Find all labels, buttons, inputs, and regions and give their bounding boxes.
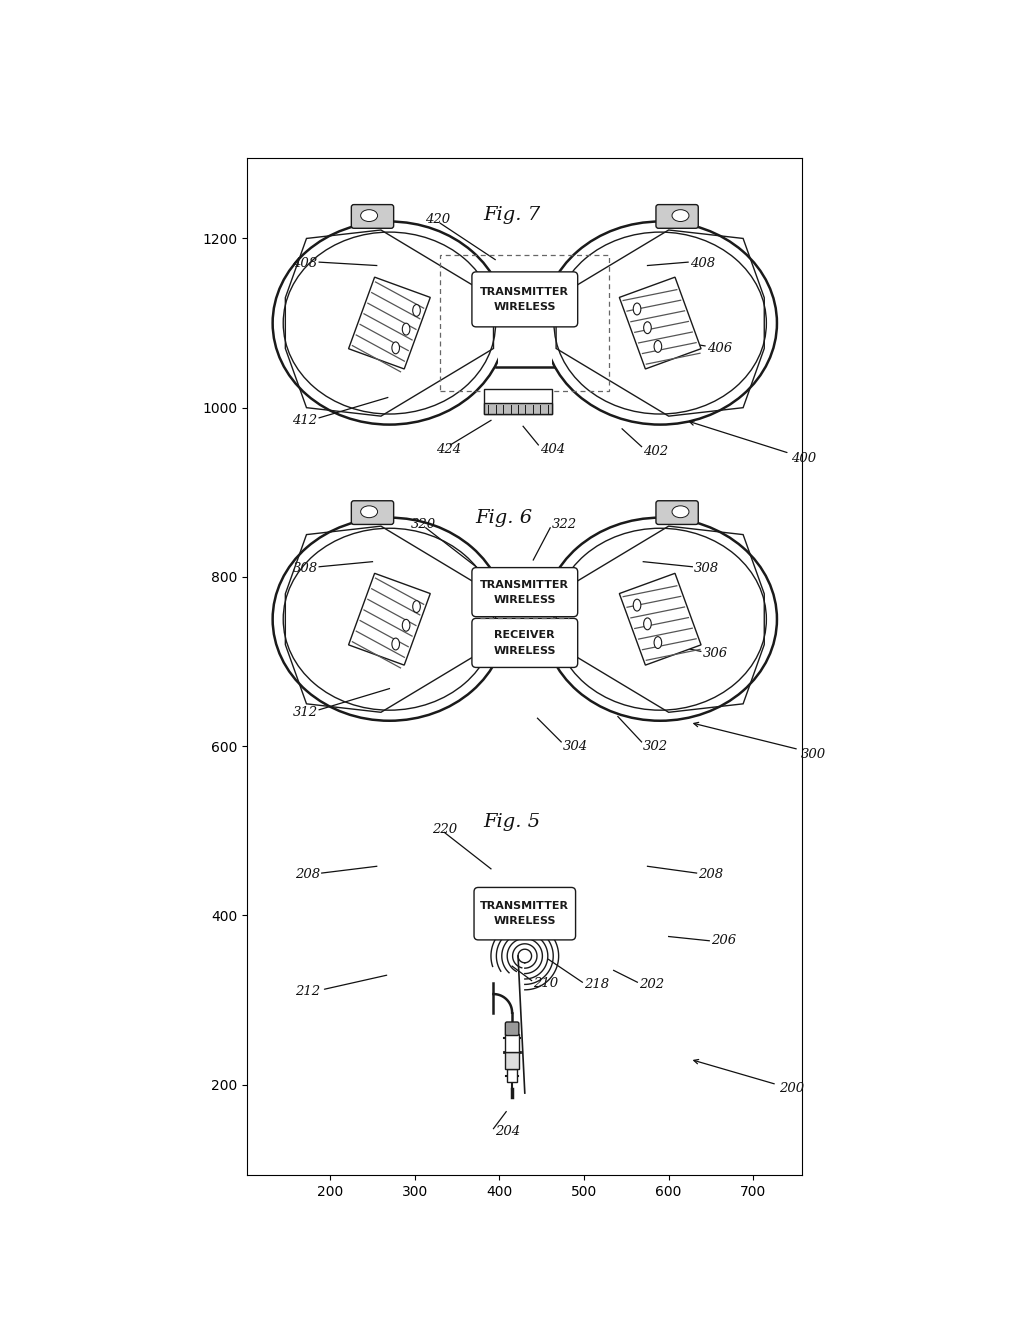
Text: 204: 204: [496, 1125, 520, 1138]
Text: TRANSMITTER: TRANSMITTER: [480, 286, 569, 297]
FancyBboxPatch shape: [351, 205, 393, 228]
Text: 302: 302: [643, 739, 669, 752]
Ellipse shape: [654, 636, 662, 648]
Text: 210: 210: [534, 977, 558, 990]
Text: 220: 220: [432, 822, 457, 836]
Text: WIRELESS: WIRELESS: [494, 645, 556, 656]
FancyBboxPatch shape: [472, 568, 578, 616]
Text: 420: 420: [425, 214, 451, 226]
Ellipse shape: [633, 304, 641, 315]
Text: 306: 306: [702, 647, 728, 660]
Text: 320: 320: [411, 517, 435, 531]
Text: 312: 312: [293, 706, 317, 719]
Text: 202: 202: [639, 978, 665, 991]
Text: 300: 300: [801, 748, 825, 762]
Ellipse shape: [544, 517, 777, 721]
Text: 406: 406: [707, 342, 732, 355]
Text: WIRELESS: WIRELESS: [494, 302, 556, 312]
Ellipse shape: [272, 517, 506, 721]
FancyBboxPatch shape: [505, 1022, 519, 1035]
Text: 412: 412: [293, 414, 317, 426]
Text: 218: 218: [584, 978, 609, 991]
Text: 208: 208: [295, 869, 321, 882]
Text: WIRELESS: WIRELESS: [494, 916, 556, 927]
Ellipse shape: [644, 618, 651, 630]
Ellipse shape: [272, 222, 506, 425]
FancyBboxPatch shape: [484, 403, 552, 414]
FancyBboxPatch shape: [498, 279, 552, 367]
Ellipse shape: [392, 638, 399, 649]
Text: 308: 308: [694, 562, 719, 576]
Text: 206: 206: [711, 935, 736, 948]
Text: RECEIVER: RECEIVER: [495, 630, 555, 640]
FancyBboxPatch shape: [498, 576, 552, 663]
FancyBboxPatch shape: [348, 277, 430, 370]
FancyBboxPatch shape: [620, 573, 701, 665]
Ellipse shape: [544, 222, 777, 425]
Text: 308: 308: [293, 562, 317, 576]
Text: 400: 400: [792, 451, 816, 465]
Text: 304: 304: [563, 739, 588, 752]
FancyBboxPatch shape: [472, 618, 578, 668]
Ellipse shape: [392, 342, 399, 354]
Text: Fig. 7: Fig. 7: [483, 206, 541, 224]
Ellipse shape: [413, 305, 420, 317]
FancyBboxPatch shape: [620, 277, 701, 370]
Text: 424: 424: [436, 444, 461, 457]
Text: TRANSMITTER: TRANSMITTER: [480, 902, 569, 911]
FancyBboxPatch shape: [656, 205, 698, 228]
FancyBboxPatch shape: [505, 1034, 519, 1052]
FancyBboxPatch shape: [505, 1052, 519, 1069]
Ellipse shape: [633, 599, 641, 611]
Text: 322: 322: [552, 517, 577, 531]
Ellipse shape: [672, 506, 689, 517]
Ellipse shape: [644, 322, 651, 334]
Ellipse shape: [360, 506, 378, 517]
Ellipse shape: [413, 601, 420, 612]
FancyBboxPatch shape: [351, 500, 393, 524]
Ellipse shape: [654, 341, 662, 352]
Ellipse shape: [402, 323, 410, 335]
FancyBboxPatch shape: [484, 389, 552, 414]
Text: TRANSMITTER: TRANSMITTER: [480, 579, 569, 590]
Text: 408: 408: [690, 257, 715, 271]
Ellipse shape: [672, 210, 689, 222]
Text: WIRELESS: WIRELESS: [494, 595, 556, 605]
FancyBboxPatch shape: [474, 887, 575, 940]
Ellipse shape: [360, 210, 378, 222]
Text: 212: 212: [295, 985, 321, 998]
FancyBboxPatch shape: [348, 573, 430, 665]
Text: 200: 200: [778, 1082, 804, 1096]
FancyBboxPatch shape: [507, 1069, 517, 1082]
Text: Fig. 5: Fig. 5: [483, 813, 541, 832]
Text: 402: 402: [643, 445, 669, 458]
Text: 404: 404: [540, 444, 565, 457]
Text: 208: 208: [698, 869, 723, 882]
Text: Fig. 6: Fig. 6: [475, 508, 532, 527]
FancyBboxPatch shape: [472, 272, 578, 327]
FancyBboxPatch shape: [656, 500, 698, 524]
Ellipse shape: [402, 619, 410, 631]
Text: 408: 408: [293, 257, 317, 271]
